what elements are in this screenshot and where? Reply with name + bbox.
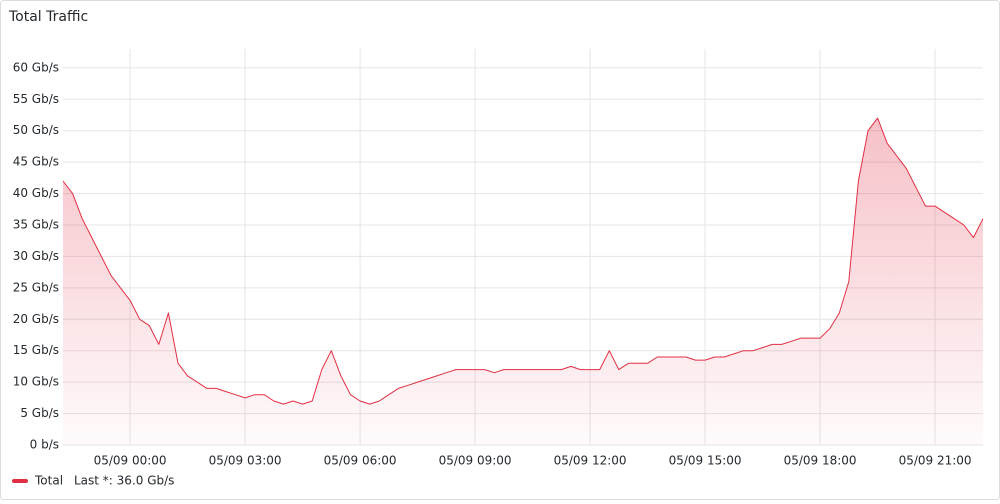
y-tick-label: 55 Gb/s [13,92,59,106]
x-tick-label: 05/09 00:00 [94,454,167,468]
y-tick-label: 5 Gb/s [20,406,59,420]
y-tick-label: 60 Gb/s [13,60,59,74]
series-line [62,117,984,405]
y-tick-label: 30 Gb/s [13,249,59,263]
x-tick-label: 05/09 09:00 [439,454,512,468]
legend-stat: Last *: 36.0 Gb/s [74,474,174,488]
legend-label: Total [34,474,63,488]
y-tick-label: 50 Gb/s [13,123,59,137]
x-tick-label: 05/09 06:00 [324,454,397,468]
y-tick-label: 25 Gb/s [13,280,59,294]
y-tick-label: 45 Gb/s [13,155,59,169]
y-tick-label: 20 Gb/s [13,312,59,326]
y-tick-label: 15 Gb/s [13,343,59,357]
x-tick-label: 05/09 15:00 [669,454,742,468]
x-tick-label: 05/09 03:00 [209,454,282,468]
panel-title: Total Traffic [8,9,88,25]
x-tick-label: 05/09 18:00 [784,454,857,468]
y-tick-label: 10 Gb/s [13,375,59,389]
x-tick-label: 05/09 21:00 [899,454,972,468]
x-tick-label: 05/09 12:00 [554,454,627,468]
y-tick-label: 35 Gb/s [13,218,59,232]
y-tick-label: 40 Gb/s [13,186,59,200]
y-tick-label: 0 b/s [30,438,59,452]
area-fill [63,118,983,445]
